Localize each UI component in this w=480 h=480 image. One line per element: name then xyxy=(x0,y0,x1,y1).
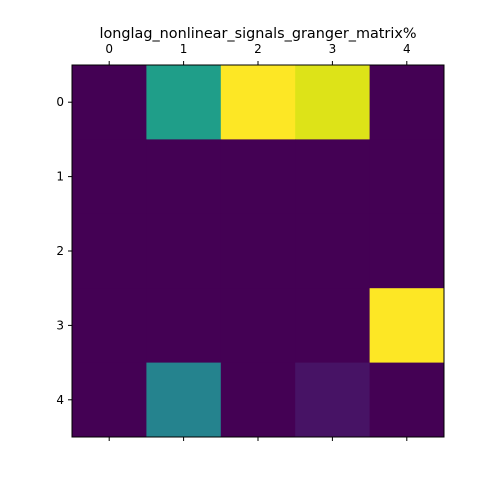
x-tick-label-3: 3 xyxy=(329,42,337,56)
heatmap-cell-2-2 xyxy=(220,213,296,289)
heatmap-cell-1-2 xyxy=(220,139,296,215)
heatmap-cell-0-3 xyxy=(295,65,371,140)
heatmap-cell-0-0 xyxy=(72,65,147,140)
heatmap-cell-0-2 xyxy=(220,65,296,140)
x-axis-ticks: 0 1 2 3 4 xyxy=(105,42,411,441)
y-tick-label-3: 3 xyxy=(56,318,64,332)
heatmap-cell-3-3 xyxy=(295,288,371,364)
heatmap-cell-1-0 xyxy=(72,139,147,215)
heatmap-cell-0-1 xyxy=(146,65,222,140)
y-tick-label-0: 0 xyxy=(56,95,64,109)
heatmap-cell-1-3 xyxy=(295,139,371,215)
heatmap-cell-4-0 xyxy=(72,362,147,438)
heatmap-cell-1-4 xyxy=(369,139,445,215)
x-tick-label-0: 0 xyxy=(105,42,113,56)
heatmap-cell-3-0 xyxy=(72,288,147,364)
heatmap-cell-4-4 xyxy=(369,362,445,438)
heatmap-cell-3-2 xyxy=(220,288,296,364)
heatmap-cell-2-0 xyxy=(72,213,147,289)
heatmap-cell-1-1 xyxy=(146,139,222,215)
chart-title: longlag_nonlinear_signals_granger_matrix… xyxy=(99,26,416,42)
heatmap-cell-4-3 xyxy=(295,362,371,438)
x-tick-label-4: 4 xyxy=(403,42,411,56)
y-axis-ticks: 0 1 2 3 4 xyxy=(56,95,72,407)
heatmap-cell-0-4 xyxy=(369,65,445,140)
y-tick-label-4: 4 xyxy=(56,393,64,407)
y-tick-label-2: 2 xyxy=(56,244,64,258)
heatmap-cell-2-3 xyxy=(295,213,371,289)
x-tick-label-2: 2 xyxy=(254,42,262,56)
heatmap-cell-4-1 xyxy=(146,362,222,438)
heatmap-cells xyxy=(72,65,445,438)
heatmap-cell-2-4 xyxy=(369,213,445,289)
heatmap-cell-2-1 xyxy=(146,213,222,289)
heatmap-cell-3-1 xyxy=(146,288,222,364)
heatmap-cell-3-4 xyxy=(369,288,445,364)
x-tick-label-1: 1 xyxy=(180,42,188,56)
heatmap-cell-4-2 xyxy=(220,362,296,438)
y-tick-label-1: 1 xyxy=(56,170,64,184)
